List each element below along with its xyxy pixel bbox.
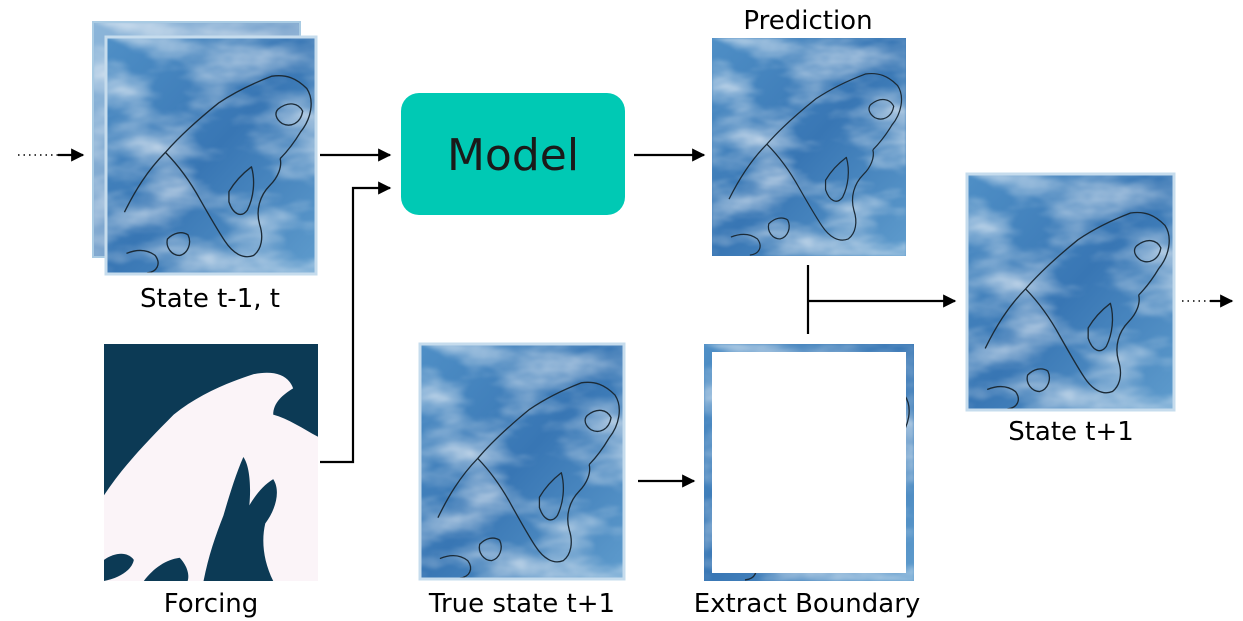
true-state-map	[418, 342, 626, 581]
extract-boundary-label: Extract Boundary	[694, 589, 921, 619]
arrow-forcing-to-model	[320, 181, 392, 464]
state-prev-label: State t-1, t	[140, 284, 280, 314]
merge-connector	[806, 265, 957, 334]
state-prev-maps	[92, 21, 318, 276]
prediction-map	[712, 38, 906, 256]
state-next-map	[965, 172, 1176, 412]
boundary-frame	[704, 344, 914, 581]
model-box: Model	[401, 93, 625, 215]
land-sea-mask-map	[104, 344, 318, 581]
weather-field-map-front	[104, 35, 318, 276]
true-state-label: True state t+1	[428, 589, 615, 619]
prediction-label: Prediction	[743, 6, 872, 36]
state-next-label: State t+1	[1008, 417, 1134, 447]
model-label: Model	[447, 130, 579, 181]
forcing-label: Forcing	[164, 589, 259, 619]
